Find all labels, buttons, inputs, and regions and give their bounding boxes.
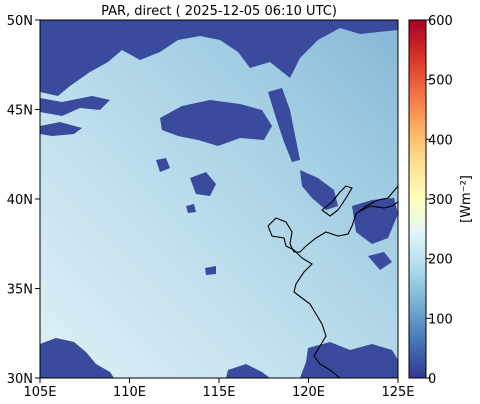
- cloud-patch-left-band: [40, 122, 82, 136]
- cloud-patch-korea-coast: [368, 252, 392, 270]
- map-panel: [40, 20, 398, 378]
- cloud-band-north: [40, 20, 398, 96]
- colorbar-label: [Wm⁻²]: [459, 175, 474, 223]
- cloud-patch-central: [160, 100, 272, 146]
- colorbar-tick-label: 100: [428, 312, 453, 327]
- lon-tick-label: 105E: [23, 385, 56, 400]
- coastline: [267, 185, 398, 378]
- cloud-patch-south: [226, 364, 270, 378]
- lat-tick-label: 50N: [7, 14, 33, 29]
- colorbar-gradient: [408, 19, 427, 379]
- cloud-patch-dot-1: [205, 266, 216, 275]
- cloud-patch-bohai: [300, 170, 338, 210]
- cloud-patch-dot-2: [186, 204, 196, 213]
- cloud-patch-west: [40, 96, 110, 116]
- lat-tick-label: 40N: [7, 193, 33, 208]
- clear-sky-field: [40, 20, 398, 378]
- colorbar-tick-label: 500: [428, 74, 453, 89]
- cloud-patch-southeast: [300, 342, 398, 378]
- cloud-cover: [40, 20, 398, 378]
- lat-tick-label: 30N: [7, 372, 33, 387]
- cloud-patch-southwest: [40, 338, 114, 378]
- cloud-patch-mid: [190, 172, 216, 196]
- colorbar-tick-label: 400: [428, 133, 453, 148]
- lon-tick-label: 115E: [202, 385, 235, 400]
- lon-axis: [39, 378, 399, 383]
- coastline-liaodong: [321, 185, 353, 217]
- colorbar: 600 500 400 300 200 100 0 [Wm⁻²]: [408, 14, 474, 387]
- colorbar-tick-label: 300: [428, 193, 453, 208]
- colorbar-tick-label: 0: [428, 372, 436, 387]
- chart-title: PAR, direct ( 2025-12-05 06:10 UTC): [101, 4, 337, 19]
- lon-tick-label: 125E: [381, 385, 414, 400]
- cloud-patch-mid-small: [156, 158, 170, 172]
- lat-tick-label: 45N: [7, 104, 33, 119]
- lat-tick-label: 35N: [7, 283, 33, 298]
- cloud-streak-northeast: [268, 88, 300, 162]
- lon-tick-label: 120E: [292, 385, 325, 400]
- colorbar-tick-label: 200: [428, 253, 453, 268]
- lon-tick-label: 110E: [113, 385, 146, 400]
- coastline-korea: [357, 201, 398, 213]
- lat-axis: [35, 19, 40, 379]
- colorbar-tick-label: 600: [428, 14, 453, 29]
